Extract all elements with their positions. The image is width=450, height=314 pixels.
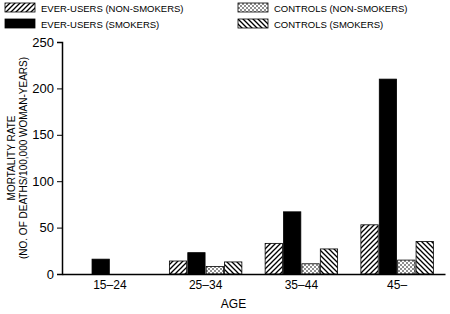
legend-swatch [5,19,35,28]
x-tick: 45– [387,274,407,292]
y-tick-label: 50 [40,220,54,235]
x-tick-label: 25–34 [189,278,223,292]
y-tick: 250 [32,35,62,50]
legend-item: EVER-USERS (NON-SMOKERS) [5,3,184,14]
y-tick: 150 [32,127,62,142]
legend-label: EVER-USERS (NON-SMOKERS) [41,3,184,14]
bar [265,243,282,274]
legend-item: CONTROLS (SMOKERS) [238,19,383,30]
legend-item: CONTROLS (NON-SMOKERS) [238,3,408,14]
y-tick-mark [57,42,62,43]
bar [284,212,301,274]
y-axis: 0 50 100 150 200 250 [32,35,62,282]
bar [188,253,205,274]
legend: EVER-USERS (NON-SMOKERS) EVER-USERS (SMOK… [5,3,408,30]
bar [225,262,242,274]
x-tick-label: 35–44 [285,278,319,292]
legend-swatch [238,3,268,12]
y-tick-label: 200 [32,81,54,96]
legend-swatch [5,3,35,12]
y-axis-title: MORTALITY RATE(NO. OF DEATHS/100,000 WOM… [6,57,29,259]
y-tick-mark [57,88,62,89]
chart: 0 50 100 150 200 250 15–24 25–34 35–44 45– AGE MORT… [0,0,450,314]
x-tick: 35–44 [285,274,319,292]
bar [302,264,319,274]
y-tick-label: 250 [32,35,54,50]
x-tick-label: 45– [387,278,407,292]
x-tick: 15–24 [93,274,127,292]
y-tick-mark [57,181,62,182]
x-axis-title: AGE [221,297,246,311]
y-tick-mark [57,274,62,275]
x-axis: 15–24 25–34 35–44 45– [63,274,446,292]
y-tick: 50 [40,220,62,235]
y-axis-title-line: MORTALITY RATE [6,115,17,200]
legend-swatch [238,19,268,28]
y-axis-title-line: (NO. OF DEATHS/100,000 WOMAN-YEARS) [18,57,29,259]
y-tick-label: 150 [32,127,54,142]
bar [398,260,415,274]
bar [320,249,337,274]
bar [92,259,109,274]
y-tick-label: 100 [32,174,54,189]
y-tick-mark [57,135,62,136]
y-tick: 200 [32,81,62,96]
y-tick-mark [57,228,62,229]
x-axis-line [63,274,446,276]
bar [379,79,396,274]
bar [206,267,223,274]
legend-label: CONTROLS (NON-SMOKERS) [274,3,408,14]
legend-item: EVER-USERS (SMOKERS) [5,19,159,30]
legend-label: EVER-USERS (SMOKERS) [41,19,159,30]
bar [361,225,378,274]
x-tick-label: 15–24 [93,278,127,292]
y-axis-line [57,43,63,275]
x-tick: 25–34 [189,274,223,292]
legend-label: CONTROLS (SMOKERS) [274,19,383,30]
y-tick: 0 [47,267,62,282]
plot: 0 50 100 150 200 250 15–24 25–34 35–44 45– [32,35,445,292]
bars [92,79,433,274]
y-tick: 100 [32,174,62,189]
bar [169,261,186,274]
y-tick-label: 0 [47,267,54,282]
bar [416,242,433,274]
